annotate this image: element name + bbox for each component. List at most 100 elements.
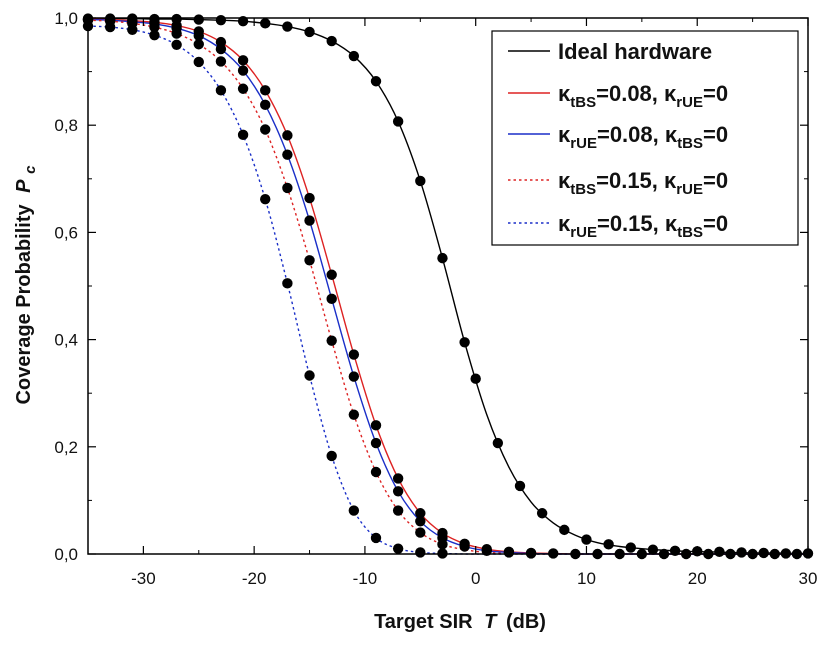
marker-3-14 [392,505,404,516]
x-axis-variable: T [484,611,498,633]
x-tick-label-5: 20 [688,569,707,588]
x-tick-label-4: 10 [577,569,596,588]
marker-0-20 [514,480,526,492]
marker-0-26 [647,544,659,555]
legend-label-2: κrUE=0.08, κtBS=0 [558,122,728,152]
marker-0-21 [536,508,548,519]
marker-3-4 [171,28,182,39]
marker-1-7 [237,55,249,66]
marker-4-12 [348,505,360,516]
marker-4-4 [171,39,182,50]
y-tick-label-2: 0,4 [54,331,78,350]
y-tick-label-1: 0,2 [54,438,78,457]
marker-1-15 [415,508,426,519]
marker-4-9 [282,278,293,289]
x-axis-unit: (dB) [506,611,546,633]
y-tick-label-5: 1,0 [54,9,78,28]
legend: Ideal hardware κtBS=0.08, κrUE=0 κrUE=0.08… [491,30,799,246]
marker-0-12 [348,50,360,62]
marker-1-14 [392,473,404,484]
marker-2-17 [459,541,470,552]
x-tick-label-2: -10 [353,569,378,588]
marker-4-2 [127,24,138,35]
marker-0-10 [304,26,315,38]
x-axis-title: Target SIR T (dB) [374,611,546,633]
marker-3-9 [282,182,293,194]
marker-0-22 [559,524,570,536]
marker-0-31 [758,547,769,559]
marker-4-11 [326,450,337,462]
marker-0-8 [260,18,271,29]
marker-3-10 [304,255,315,266]
marker-4-1 [104,21,116,33]
marker-1-13 [370,420,382,431]
marker-2-19 [503,547,515,558]
marker-3-13 [370,466,382,478]
x-axis-label: Target SIR [374,611,473,633]
y-axis-title: Coverage Probability P c [13,165,39,405]
marker-3-12 [348,409,360,420]
legend-label-1: κtBS=0.08, κrUE=0 [558,81,728,111]
x-tick-label-3: 0 [471,569,480,588]
marker-1-10 [304,192,315,204]
legend-label-0: Ideal hardware [558,39,712,64]
marker-0-9 [282,21,293,32]
marker-2-13 [370,437,382,449]
marker-3-11 [326,335,337,346]
marker-2-12 [348,371,360,382]
marker-2-6 [215,43,227,55]
y-tick-label-3: 0,6 [54,223,78,242]
marker-1-11 [326,269,337,280]
marker-1-8 [260,85,271,96]
marker-2-5 [193,30,204,41]
y-tick-label-0: 0,0 [54,545,78,564]
marker-4-13 [370,532,382,544]
marker-0-13 [370,76,382,87]
y-axis-variable: P [13,179,35,193]
marker-0-18 [470,373,481,384]
y-axis-label: Coverage Probability [13,204,35,405]
y-axis-subscript: c [22,165,39,174]
marker-4-6 [215,85,227,96]
marker-4-7 [237,129,249,141]
marker-3-8 [260,124,271,135]
marker-0-15 [415,175,426,187]
marker-4-3 [149,29,160,41]
marker-0-23 [581,534,592,545]
marker-2-7 [237,65,249,76]
x-tick-label-1: -20 [242,569,267,588]
marker-4-10 [304,370,315,381]
legend-box [491,30,799,246]
marker-0-16 [437,252,448,264]
marker-0-19 [492,437,504,449]
legend-label-4: κrUE=0.15, κtBS=0 [558,211,728,241]
marker-0-17 [459,337,470,348]
marker-0-11 [326,35,337,47]
marker-0-30 [736,547,747,558]
marker-3-7 [237,83,249,94]
marker-1-9 [282,130,293,141]
x-tick-label-6: 30 [799,569,818,588]
marker-0-29 [714,546,725,558]
marker-0-24 [603,539,614,550]
marker-0-25 [625,542,636,553]
marker-2-11 [326,293,337,305]
marker-2-8 [260,99,271,111]
marker-3-15 [415,527,426,538]
marker-1-12 [348,349,360,360]
legend-label-3: κtBS=0.15, κrUE=0 [558,168,728,198]
marker-3-3 [149,21,160,33]
marker-4-14 [392,543,404,554]
marker-2-14 [392,486,404,497]
axis-layer: -30 -20 -10 0 10 20 30 0,0 0,2 0,4 0,6 0,8 1,0 [54,9,817,588]
x-tick-label-0: -30 [131,569,156,588]
marker-2-9 [282,149,293,160]
marker-0-14 [392,116,404,127]
marker-0-6 [215,14,227,26]
marker-3-16 [437,539,448,550]
marker-3-6 [215,56,227,67]
marker-2-10 [304,215,315,226]
marker-3-5 [193,39,204,50]
marker-4-8 [260,193,271,205]
